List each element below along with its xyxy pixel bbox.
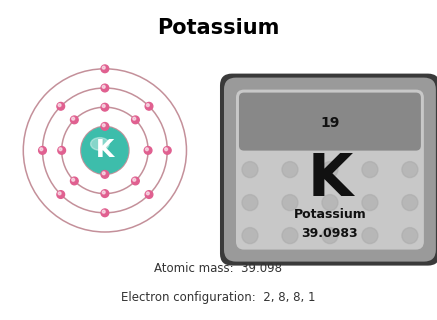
Circle shape (57, 102, 65, 110)
Circle shape (282, 129, 298, 145)
Circle shape (322, 162, 338, 178)
Circle shape (242, 162, 258, 178)
Circle shape (362, 96, 378, 112)
Circle shape (40, 148, 43, 151)
Text: Electron configuration:  2, 8, 8, 1: Electron configuration: 2, 8, 8, 1 (121, 291, 316, 304)
Circle shape (362, 228, 378, 244)
Circle shape (322, 129, 338, 145)
Circle shape (38, 147, 46, 154)
Circle shape (132, 116, 139, 124)
Circle shape (101, 84, 109, 92)
Circle shape (101, 65, 109, 73)
Circle shape (102, 191, 105, 194)
Circle shape (402, 129, 418, 145)
Circle shape (102, 66, 105, 69)
Circle shape (163, 147, 171, 154)
Circle shape (70, 116, 78, 124)
Circle shape (362, 195, 378, 211)
Circle shape (322, 228, 338, 244)
Circle shape (362, 162, 378, 178)
FancyBboxPatch shape (224, 78, 436, 262)
Circle shape (362, 129, 378, 145)
Circle shape (132, 177, 139, 185)
Circle shape (402, 195, 418, 211)
Circle shape (242, 195, 258, 211)
Circle shape (146, 104, 149, 107)
Circle shape (242, 228, 258, 244)
Circle shape (101, 123, 109, 130)
Circle shape (102, 124, 105, 127)
Text: 39.0983: 39.0983 (302, 227, 358, 240)
Text: 19: 19 (320, 116, 340, 130)
Circle shape (57, 191, 65, 198)
Circle shape (145, 191, 153, 198)
Circle shape (102, 105, 105, 108)
Circle shape (282, 96, 298, 112)
FancyBboxPatch shape (236, 90, 424, 250)
Circle shape (402, 228, 418, 244)
Circle shape (322, 96, 338, 112)
Ellipse shape (90, 138, 109, 150)
Circle shape (322, 195, 338, 211)
Circle shape (70, 177, 78, 185)
Circle shape (165, 148, 167, 151)
Circle shape (145, 102, 153, 110)
Circle shape (72, 178, 75, 181)
Circle shape (102, 85, 105, 88)
FancyBboxPatch shape (239, 92, 421, 151)
Circle shape (58, 104, 61, 107)
Circle shape (133, 117, 136, 120)
Circle shape (101, 171, 109, 178)
Text: K: K (96, 138, 114, 162)
FancyBboxPatch shape (220, 74, 437, 266)
Text: Atomic mass:  39.098: Atomic mass: 39.098 (155, 262, 282, 275)
Circle shape (402, 96, 418, 112)
Circle shape (101, 103, 109, 111)
Circle shape (242, 129, 258, 145)
Circle shape (59, 148, 62, 151)
Circle shape (282, 195, 298, 211)
Circle shape (58, 147, 66, 154)
Circle shape (101, 209, 109, 217)
Circle shape (58, 192, 61, 195)
Text: Potassium: Potassium (157, 18, 280, 38)
Circle shape (402, 162, 418, 178)
Circle shape (82, 127, 128, 173)
Circle shape (282, 228, 298, 244)
Circle shape (101, 190, 109, 197)
Circle shape (144, 147, 152, 154)
Circle shape (146, 192, 149, 195)
Text: K: K (307, 151, 353, 208)
Circle shape (282, 162, 298, 178)
Circle shape (102, 172, 105, 175)
Circle shape (72, 117, 75, 120)
Circle shape (102, 210, 105, 213)
Circle shape (242, 96, 258, 112)
Circle shape (146, 148, 149, 151)
Circle shape (133, 178, 136, 181)
Text: Potassium: Potassium (294, 208, 366, 221)
